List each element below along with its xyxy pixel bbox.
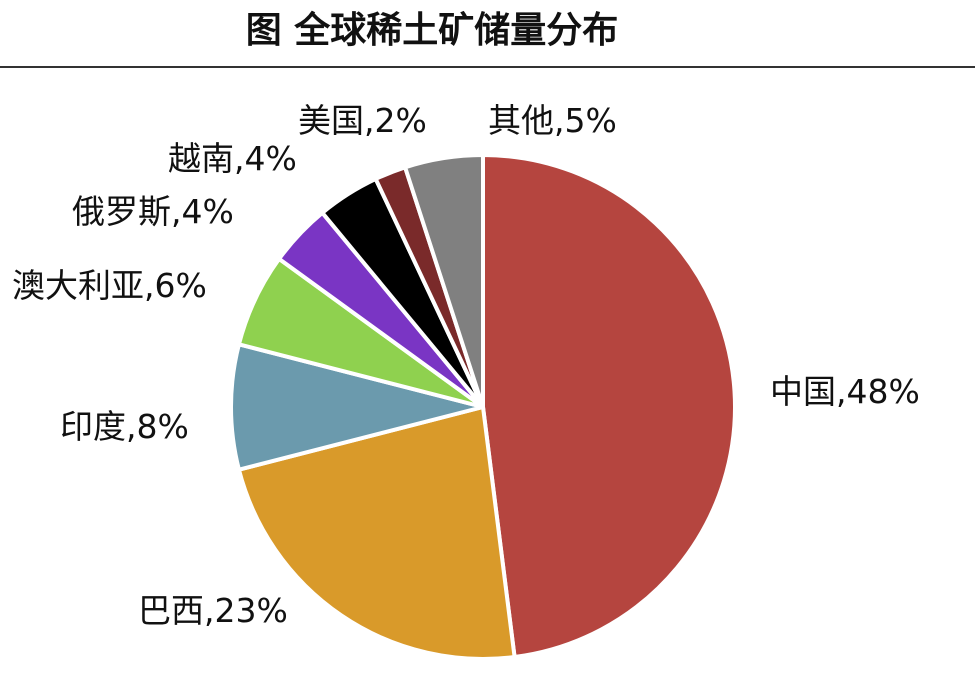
category-label: 其他 [488, 101, 554, 140]
category-label: 美国 [298, 101, 364, 140]
value-label: ,5% [554, 101, 617, 140]
category-label: 越南 [168, 139, 234, 178]
value-label: ,6% [144, 266, 207, 305]
category-label: 中国 [770, 372, 836, 411]
pie-slice [229, 341, 484, 473]
data-label: 中国,48% [770, 372, 920, 411]
data-label: 俄罗斯,4% [72, 192, 234, 231]
data-label: 巴西,23% [138, 591, 288, 630]
pie-slice [402, 152, 485, 408]
value-label: ,2% [364, 101, 427, 140]
category-label: 澳大利亚 [12, 266, 144, 305]
value-label: ,4% [171, 192, 234, 231]
pie-slice [481, 152, 737, 660]
data-label: 其他,5% [488, 101, 617, 140]
value-label: ,4% [234, 139, 297, 178]
data-label: 印度,8% [60, 407, 189, 446]
value-label: ,8% [126, 407, 189, 446]
chart-title: 图 全球稀土矿储量分布 [246, 9, 619, 51]
data-label: 越南,4% [168, 139, 297, 178]
category-label: 俄罗斯 [72, 192, 171, 231]
data-label: 澳大利亚,6% [12, 266, 207, 305]
category-label: 印度 [60, 407, 126, 446]
pie-slice [236, 404, 517, 661]
value-label: ,48% [836, 372, 920, 411]
value-label: ,23% [204, 591, 288, 630]
data-label: 美国,2% [298, 101, 427, 140]
category-label: 巴西 [138, 591, 204, 630]
